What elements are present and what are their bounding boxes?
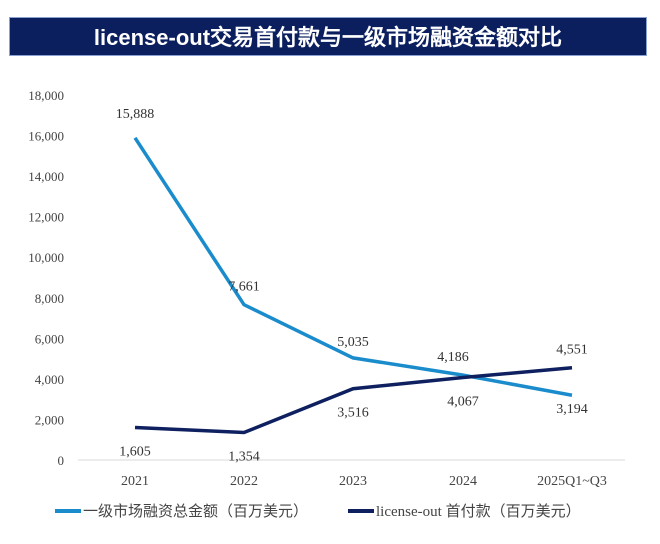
x-tick-label: 2024 bbox=[449, 474, 477, 489]
legend: 一级市场融资总金额（百万美元） license-out 首付款（百万美元） bbox=[55, 500, 581, 521]
y-tick-label: 18,000 bbox=[28, 88, 64, 103]
data-label: 5,035 bbox=[337, 335, 369, 350]
y-tick-label: 8,000 bbox=[35, 291, 64, 306]
y-tick-label: 12,000 bbox=[28, 210, 64, 225]
x-tick-label: 2025Q1~Q3 bbox=[537, 474, 607, 489]
chart-title: license-out交易首付款与一级市场融资金额对比 bbox=[9, 17, 647, 56]
x-tick-label: 2022 bbox=[230, 474, 258, 489]
data-label: 3,516 bbox=[337, 406, 369, 421]
data-label: 1,354 bbox=[228, 450, 260, 465]
legend-swatch bbox=[55, 508, 81, 513]
x-tick-label: 2023 bbox=[339, 474, 367, 489]
legend-swatch bbox=[348, 508, 375, 513]
data-label: 7,661 bbox=[228, 280, 260, 295]
data-label: 4,186 bbox=[437, 350, 469, 365]
legend-label: license-out 首付款（百万美元） bbox=[376, 504, 581, 520]
legend-item-financing: 一级市场融资总金额（百万美元） bbox=[55, 500, 308, 521]
y-tick-label: 2,000 bbox=[35, 412, 64, 427]
y-tick-label: 14,000 bbox=[28, 169, 64, 184]
y-tick-label: 10,000 bbox=[28, 250, 64, 265]
data-label: 15,888 bbox=[116, 107, 155, 122]
y-tick-label: 16,000 bbox=[28, 129, 64, 144]
data-label: 1,605 bbox=[119, 444, 151, 459]
series-line-1 bbox=[134, 365, 573, 435]
data-label: 4,067 bbox=[447, 395, 479, 410]
data-label: 3,194 bbox=[556, 402, 588, 417]
y-tick-label: 0 bbox=[58, 453, 65, 468]
legend-label: 一级市场融资总金额（百万美元） bbox=[83, 504, 309, 520]
legend-item-license-out: license-out 首付款（百万美元） bbox=[348, 500, 581, 521]
x-tick-label: 2021 bbox=[121, 474, 149, 489]
y-tick-label: 6,000 bbox=[35, 331, 64, 346]
y-tick-label: 4,000 bbox=[35, 372, 64, 387]
series-line-0 bbox=[133, 136, 573, 397]
data-label: 4,551 bbox=[556, 343, 588, 358]
